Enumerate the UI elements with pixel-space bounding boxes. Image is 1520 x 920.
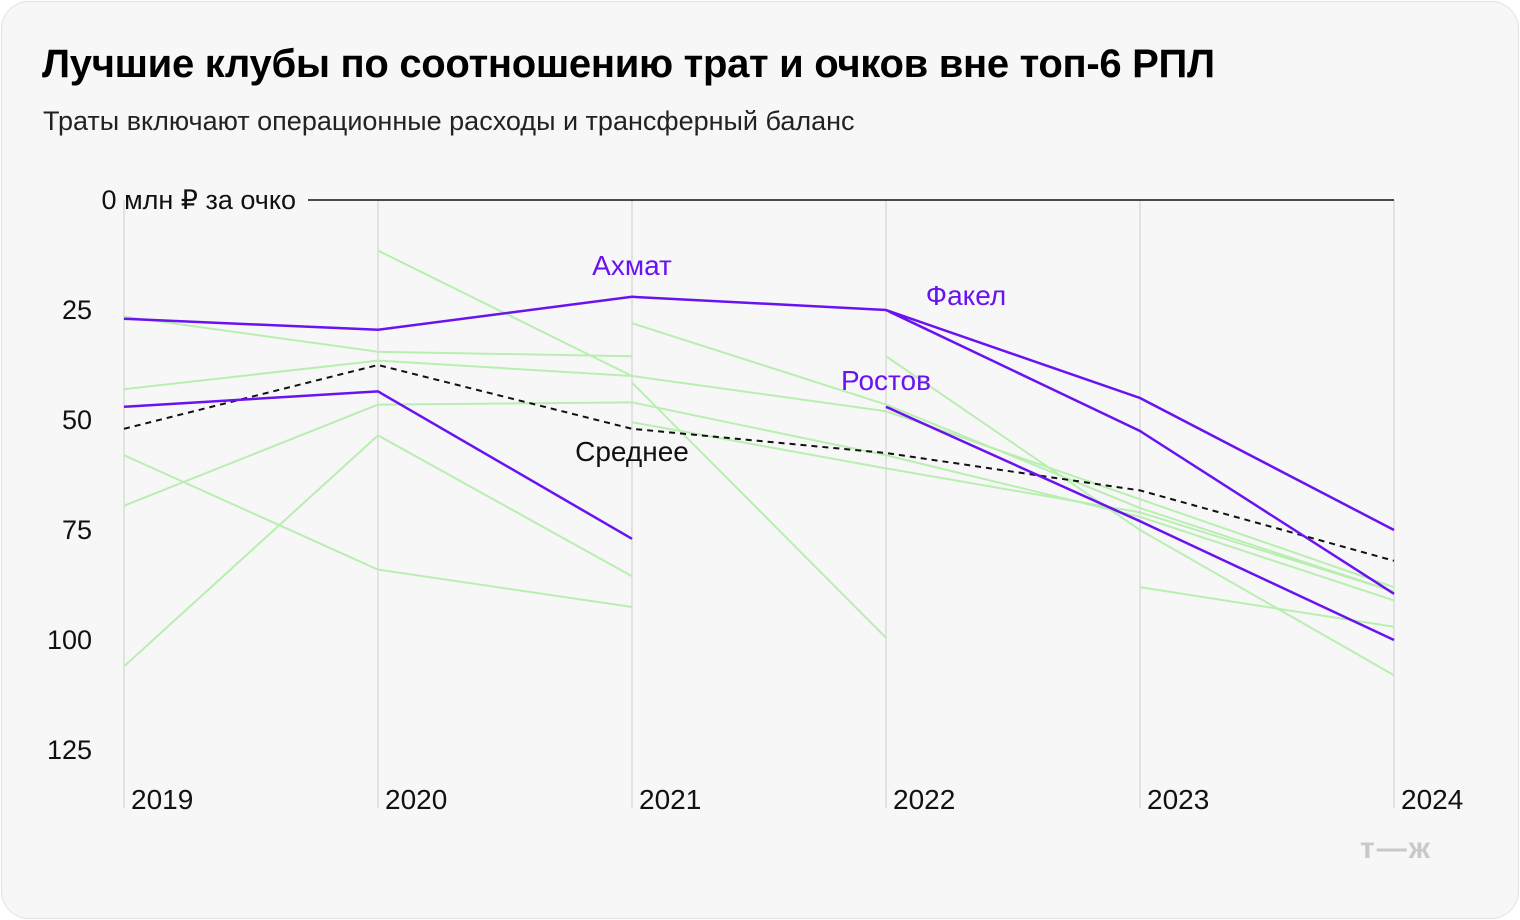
series-other-10: [123, 454, 633, 608]
series-other-7: [123, 315, 633, 358]
series-other-13: [631, 322, 1395, 593]
x-tick-label-2022: 2022: [893, 784, 955, 815]
series-other-15: [631, 421, 1395, 593]
x-tick-label-2024: 2024: [1401, 784, 1463, 815]
series-highlight-3: [123, 390, 633, 540]
x-tick-label-2023: 2023: [1147, 784, 1209, 815]
series-label-1: Факел: [926, 280, 1006, 311]
y-tick-label-125: 125: [47, 735, 92, 765]
series-average: [123, 363, 1395, 562]
tj-logo: т—ж: [1360, 832, 1432, 865]
y-tick-label-100: 100: [47, 625, 92, 655]
series-highlight-1: [885, 308, 1395, 532]
series-other-14: [631, 381, 887, 639]
series-other-16: [885, 355, 1395, 677]
series-other-12: [123, 434, 633, 668]
series-label-0: Ахмат: [592, 250, 672, 281]
x-tick-label-2019: 2019: [131, 784, 193, 815]
y-tick-label-50: 50: [62, 405, 92, 435]
x-tick-label-2021: 2021: [639, 784, 701, 815]
y-tick-label-25: 25: [62, 295, 92, 325]
x-tick-label-2020: 2020: [385, 784, 447, 815]
chart-title: Лучшие клубы по соотношению трат и очков…: [42, 42, 1215, 86]
series-highlight-4: [885, 308, 1395, 595]
series-highlight-0: [123, 295, 887, 332]
chart-subtitle: Траты включают операционные расходы и тр…: [43, 106, 855, 136]
y-tick-label-0: 0 млн ₽ за очко: [102, 185, 296, 215]
series-label-5: Среднее: [575, 436, 689, 467]
series-other-9: [377, 401, 1395, 602]
series-other-11: [123, 403, 379, 507]
series-label-2: Ростов: [841, 365, 931, 396]
series-highlight-2: [885, 405, 1395, 642]
series-other-8: [123, 359, 1395, 589]
y-tick-label-75: 75: [62, 515, 92, 545]
